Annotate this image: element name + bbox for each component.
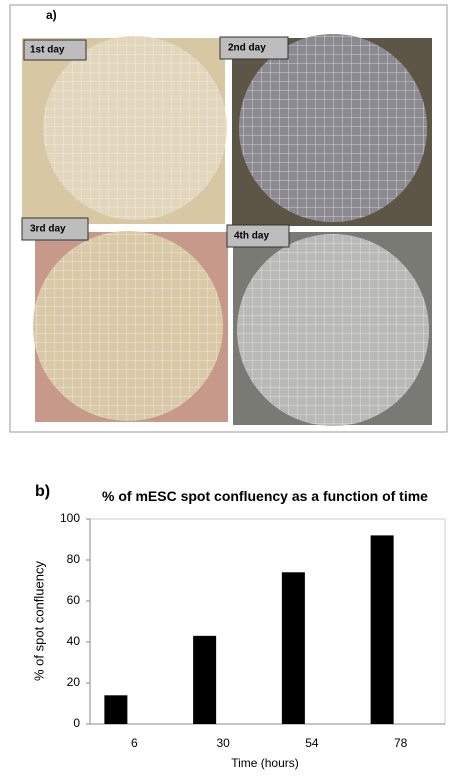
y-axis-label: % of spot confluency [31,561,46,681]
spot-grid [237,234,429,426]
image-label: 2nd day [228,43,266,54]
image-label-box [23,39,87,61]
image-label: 4th day [234,231,269,242]
bar [193,635,217,724]
y-tick-label: 100 [60,511,80,525]
image-label-box [219,36,289,60]
image-label-box [226,224,290,248]
y-tick-label: 20 [67,675,81,689]
image-label-box [21,217,89,241]
y-tick-label: 80 [67,552,81,566]
panel-label: b) [35,483,50,500]
y-tick-label: 40 [67,634,81,648]
spot-grid [239,34,427,222]
x-tick-label: 30 [216,736,230,750]
spot-grid [43,36,227,220]
spot-grid [33,231,223,421]
bar [370,535,394,724]
x-tick-label: 6 [131,736,138,750]
x-axis-label: Time (hours) [231,756,299,770]
image-label: 1st day [30,45,65,56]
image-label: 3rd day [30,224,66,235]
x-tick-label: 78 [394,736,408,750]
chart-title: % of mESC spot confluency as a function … [102,488,428,504]
y-tick-label: 0 [73,716,80,730]
bar [281,572,305,724]
x-tick-label: 54 [305,736,319,750]
panel-label: a) [46,8,57,22]
bar [104,695,128,724]
y-tick-label: 60 [67,593,81,607]
